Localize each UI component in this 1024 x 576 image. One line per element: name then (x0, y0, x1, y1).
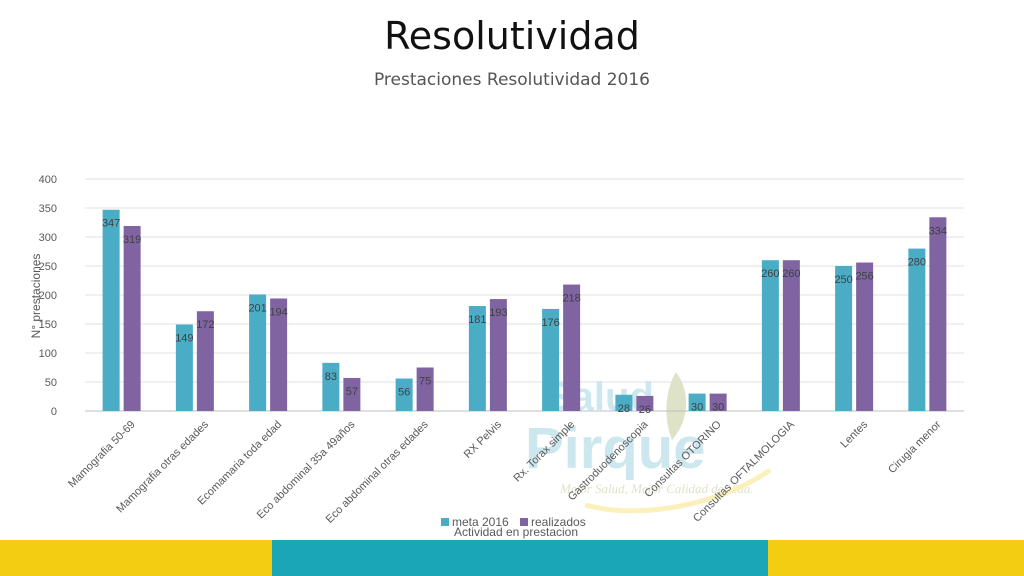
y-tick-label: 400 (39, 174, 57, 186)
data-label: 201 (248, 302, 266, 314)
bar-realizados (782, 260, 800, 411)
leaf-icon (666, 372, 687, 440)
x-tick-label: Mamografia 50-69 (66, 419, 138, 491)
y-tick-label: 0 (51, 406, 57, 418)
data-label: 176 (541, 317, 559, 329)
bar-realizados (123, 225, 141, 411)
footer-band-left (0, 540, 272, 576)
data-label: 26 (639, 404, 651, 416)
bar-realizados (563, 284, 581, 411)
bar-realizados (343, 377, 361, 411)
y-axis: 0 50 100 150 200 250 300 350 400 (39, 174, 57, 418)
slide-title: Resolutividad (384, 14, 640, 58)
chart-subtitle: Prestaciones Resolutividad 2016 (373, 70, 651, 90)
data-label: 319 (123, 234, 141, 246)
bar-realizados (856, 262, 874, 411)
y-tick-label: 100 (39, 348, 57, 360)
x-axis-title: Actividad en prestacion (454, 525, 578, 539)
bar-meta (468, 306, 486, 411)
bar-meta (175, 324, 193, 411)
y-tick-label: 150 (39, 319, 57, 331)
swoosh-icon (584, 467, 772, 514)
bar-realizados (270, 298, 288, 411)
x-tick-label: Lentes (838, 418, 870, 450)
data-label: 181 (468, 314, 486, 326)
bar-meta (249, 294, 267, 411)
data-label: 194 (269, 306, 287, 318)
bar-realizados (636, 395, 654, 411)
bar-realizados (196, 311, 214, 411)
bar-realizados (709, 393, 727, 411)
bar-meta (835, 266, 853, 411)
data-label: 83 (325, 371, 337, 383)
data-label: 57 (346, 386, 358, 398)
y-tick-label: 200 (39, 290, 57, 302)
bar-meta (688, 393, 706, 411)
bar-meta (102, 209, 120, 411)
data-label: 347 (102, 218, 120, 230)
data-label: 218 (562, 293, 580, 305)
x-tick-label: Cirugia menor (886, 418, 944, 476)
data-label: 250 (834, 274, 852, 286)
bar-meta (542, 308, 560, 411)
bar-meta (908, 248, 926, 411)
legend-label-realizados: realizados (531, 515, 586, 529)
bars (102, 209, 947, 411)
x-tick-label: RX Pelvis (462, 418, 505, 461)
y-tick-label: 300 (39, 232, 57, 244)
data-label: 28 (618, 403, 630, 415)
bar-meta (322, 362, 340, 411)
data-label: 193 (489, 307, 507, 319)
y-tick-label: 250 (39, 261, 57, 273)
bar-meta (395, 378, 413, 411)
bar-meta (615, 394, 633, 411)
footer-band-right (768, 540, 1024, 576)
data-label: 56 (398, 387, 410, 399)
bar-meta (761, 260, 779, 411)
data-label: 30 (712, 402, 724, 414)
bar-realizados (929, 217, 947, 411)
legend-swatch-realizados (520, 518, 528, 526)
data-label: 172 (196, 319, 214, 331)
x-tick-label: Ecomamaria toda edad (195, 419, 284, 508)
gridlines (85, 178, 964, 412)
watermark-tagline: Mejor Salud, Mejor Calidad de Vida. (559, 481, 754, 496)
y-tick-label: 50 (45, 377, 57, 389)
data-label: 149 (175, 333, 193, 345)
data-label: 260 (782, 268, 800, 280)
data-label: 260 (761, 268, 779, 280)
watermark-pirque: Pirque (525, 416, 706, 481)
bar-realizados (489, 299, 507, 411)
data-label: 30 (691, 402, 703, 414)
y-axis-title: N° prestaciones (29, 254, 43, 339)
legend: meta 2016 realizados (441, 515, 586, 529)
data-label: 334 (929, 225, 947, 237)
footer-band-middle (272, 540, 768, 576)
legend-label-meta: meta 2016 (452, 515, 509, 529)
data-label: 256 (855, 271, 873, 283)
bar-realizados (416, 367, 434, 411)
data-label: 280 (908, 257, 926, 269)
legend-swatch-meta (441, 518, 449, 526)
y-tick-label: 350 (39, 203, 57, 215)
data-label: 75 (419, 376, 431, 388)
